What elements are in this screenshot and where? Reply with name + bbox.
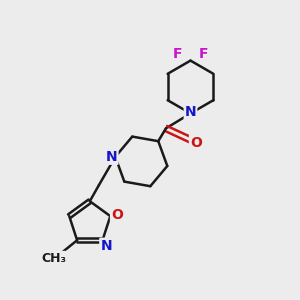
Text: F: F: [198, 47, 208, 61]
Text: N: N: [106, 150, 118, 164]
Text: O: O: [190, 136, 202, 150]
Text: O: O: [111, 208, 123, 222]
Text: N: N: [100, 239, 112, 253]
Text: CH₃: CH₃: [41, 252, 67, 265]
Text: N: N: [185, 105, 196, 119]
Text: F: F: [173, 47, 183, 61]
